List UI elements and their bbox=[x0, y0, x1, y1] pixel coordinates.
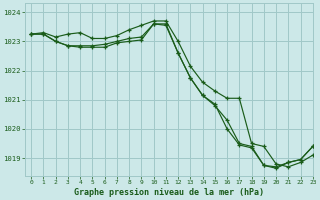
X-axis label: Graphe pression niveau de la mer (hPa): Graphe pression niveau de la mer (hPa) bbox=[74, 188, 264, 197]
